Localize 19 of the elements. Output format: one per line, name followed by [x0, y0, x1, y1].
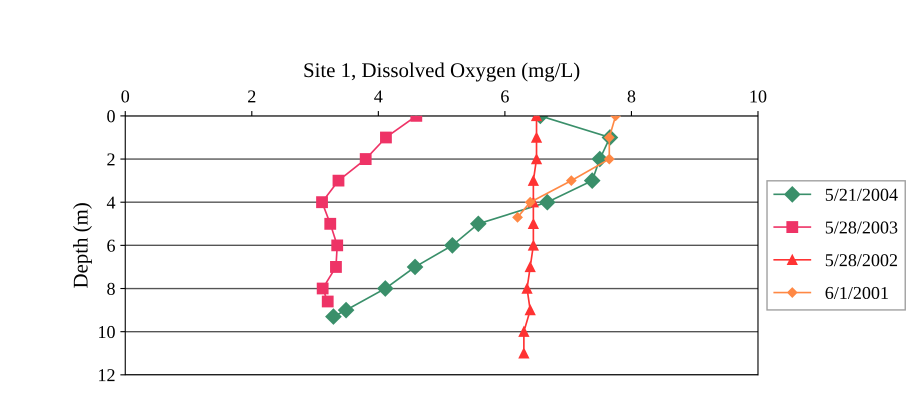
y-axis-title: Depth (m) [73, 203, 92, 288]
y-tick-label: 8 [107, 282, 115, 295]
legend-label: 5/21/2004 [826, 188, 898, 201]
x-tick-label: 2 [248, 90, 256, 102]
y-tick-label: 10 [99, 326, 115, 338]
legend-label: 5/28/2003 [826, 221, 898, 234]
y-tick-label: 4 [106, 196, 116, 208]
legend-label: 5/28/2002 [826, 254, 898, 266]
y-tick-label: 6 [107, 240, 115, 252]
x-tick-label: 6 [501, 90, 509, 103]
y-tick-label: 2 [107, 153, 115, 166]
x-tick-label: 0 [121, 90, 130, 103]
x-tick-label: 8 [628, 90, 636, 103]
y-tick-label: 12 [99, 369, 115, 382]
x-tick-label: 10 [750, 90, 766, 103]
y-tick-label: 0 [107, 110, 115, 122]
x-tick-label: 4 [374, 90, 383, 102]
legend-label: 6/1/2001 [826, 286, 888, 300]
chart-title: Site 1, Dissolved Oxygen (mg/L) [304, 62, 580, 82]
